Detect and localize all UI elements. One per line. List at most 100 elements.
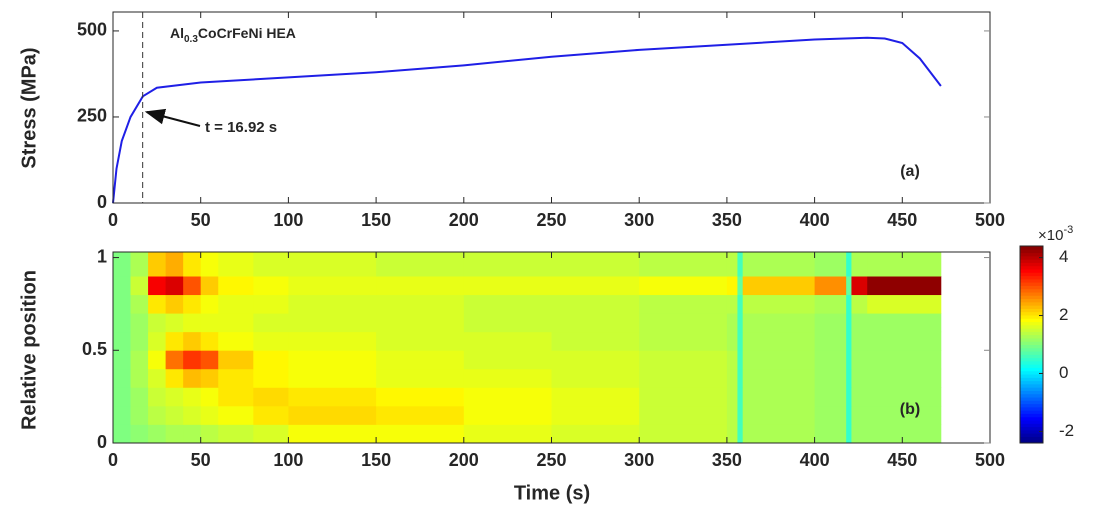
heat-cell (113, 252, 131, 277)
heat-cell (742, 294, 815, 314)
heat-cell (200, 294, 219, 314)
panel-label: (a) (900, 163, 920, 180)
colorbar-swatch (1020, 305, 1043, 309)
heat-cell (200, 368, 219, 388)
heat-cell (726, 405, 738, 425)
colorbar-swatch (1020, 416, 1043, 421)
colorbar-swatch (1020, 393, 1043, 398)
heat-cell (463, 252, 552, 277)
heat-cell (183, 368, 202, 388)
heat-cell (814, 368, 847, 388)
heatmap (113, 252, 942, 444)
heat-cell (846, 294, 852, 314)
colorbar-swatch (1020, 324, 1043, 329)
heat-cell (737, 368, 744, 388)
x-tick-label: 500 (975, 450, 1005, 470)
heat-cell (253, 387, 289, 407)
heat-cell (639, 368, 728, 388)
x-tick-label: 250 (536, 450, 566, 470)
colorbar-swatch (1020, 354, 1043, 359)
heat-cell (463, 368, 552, 388)
heat-cell (113, 424, 131, 444)
annotation-arrow (144, 108, 201, 127)
heat-cell (183, 313, 202, 333)
heat-cell (165, 405, 184, 425)
heat-cell (742, 331, 815, 351)
heat-cell (551, 368, 640, 388)
colorbar-swatch (1020, 334, 1043, 339)
heat-cell (148, 313, 167, 333)
heat-cell (376, 252, 465, 277)
heat-cell (148, 387, 167, 407)
heat-cell (288, 424, 377, 444)
x-tick-label: 50 (191, 450, 211, 470)
x-tick-label: 150 (361, 450, 391, 470)
heat-cell (218, 276, 254, 296)
heat-cell (551, 424, 640, 444)
heat-cell (113, 313, 131, 333)
heat-cell (814, 252, 847, 277)
colorbar-swatch (1020, 439, 1043, 444)
heat-cell (253, 252, 289, 277)
heat-cell (165, 387, 184, 407)
heat-cell (463, 350, 552, 370)
heat-cell (200, 405, 219, 425)
colorbar-swatch (1020, 308, 1043, 313)
heat-cell (737, 294, 744, 314)
heat-cell (551, 405, 640, 425)
heat-cell (113, 368, 131, 388)
heat-cell (288, 252, 377, 277)
heat-cell (148, 350, 167, 370)
heat-cell (200, 276, 219, 296)
x-tick-label: 200 (449, 210, 479, 230)
heat-cell (165, 276, 184, 296)
heat-cell (148, 252, 167, 277)
heat-cell (851, 405, 868, 425)
heat-cell (165, 368, 184, 388)
heat-cell (742, 387, 815, 407)
heat-cell (726, 313, 738, 333)
heat-cell (376, 313, 465, 333)
heat-cell (376, 350, 465, 370)
colorbar-swatch (1020, 374, 1043, 378)
heat-cell (846, 331, 852, 351)
heat-cell (639, 252, 728, 277)
heat-cell (851, 276, 868, 296)
x-tick-label: 450 (887, 210, 917, 230)
x-tick-label: 450 (887, 450, 917, 470)
heat-cell (737, 424, 744, 444)
heat-cell (148, 294, 167, 314)
heat-cell (639, 424, 728, 444)
colorbar-swatch (1020, 311, 1043, 316)
colorbar-swatch (1020, 429, 1043, 434)
heat-cell (218, 331, 254, 351)
heat-cell (726, 350, 738, 370)
heat-cell (288, 331, 377, 351)
material-base: Al (170, 25, 184, 41)
heat-cell (183, 405, 202, 425)
heat-cell (113, 331, 131, 351)
heat-cell (165, 331, 184, 351)
colorbar-swatch (1020, 351, 1043, 355)
heat-cell (218, 405, 254, 425)
colorbar-swatch (1020, 390, 1043, 395)
x-tick-label: 500 (975, 210, 1005, 230)
colorbar-swatch (1020, 331, 1043, 336)
heat-cell (867, 387, 942, 407)
heat-cell (130, 294, 149, 314)
colorbar-swatch (1020, 259, 1043, 263)
colorbar-swatch (1020, 288, 1043, 293)
colorbar-swatch (1020, 314, 1043, 319)
heat-cell (148, 424, 167, 444)
heat-cell (737, 387, 744, 407)
heat-cell (737, 276, 744, 296)
heat-cell (113, 387, 131, 407)
heat-cell (253, 276, 289, 296)
heat-cell (737, 252, 744, 277)
heat-cell (846, 350, 852, 370)
colorbar-swatch (1020, 255, 1043, 260)
heat-cell (867, 368, 942, 388)
heat-cell (200, 252, 219, 277)
annotation-text: t = 16.92 s (205, 119, 277, 136)
colorbar-swatch (1020, 436, 1043, 441)
